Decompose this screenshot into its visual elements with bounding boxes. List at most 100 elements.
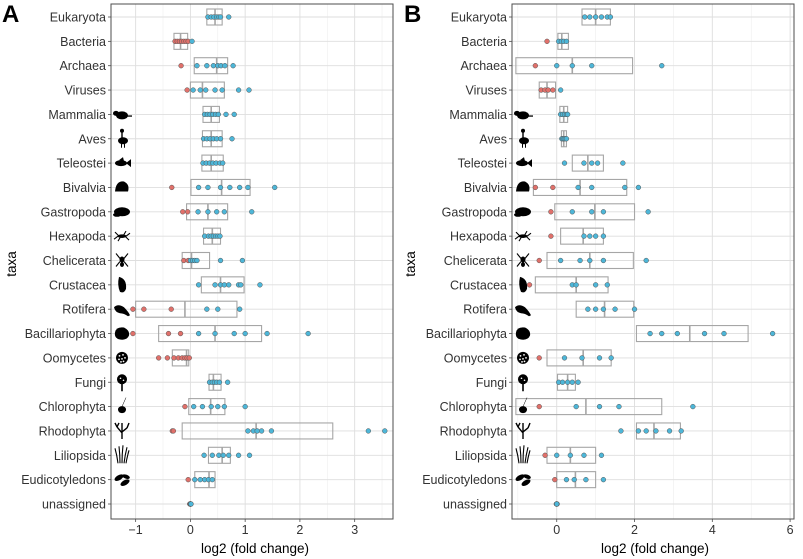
data-point [581,233,587,239]
data-point [600,306,607,312]
data-point [550,184,556,191]
data-point [769,330,776,337]
data-point [596,355,603,361]
data-point [559,379,566,385]
bivalvia-icon [115,181,129,192]
data-point [604,282,610,288]
taxon-label: Rhodophyta [39,424,106,438]
data-point [170,428,177,434]
data-point [192,477,198,483]
panel-a: A Eukaryota Bacteria Archaea Viruses Mammalia… [2,1,394,556]
taxon-row [515,398,696,416]
taxon-row [544,32,570,50]
data-point [217,184,224,191]
data-point [569,63,575,69]
box [181,422,334,440]
data-point [235,87,242,93]
data-point [221,282,227,288]
data-point [545,87,551,93]
data-point [563,136,570,142]
taxon-label: Bacillariophyta [426,327,507,341]
aves-icon [519,128,529,148]
taxon-row [548,227,607,245]
data-point [199,403,206,410]
data-point [618,428,624,434]
data-point [585,306,591,312]
data-point [216,452,222,458]
data-point [209,477,215,483]
data-point [217,136,224,142]
data-point [217,14,224,20]
data-point [239,257,246,264]
taxon-label: Hexapoda [450,230,507,244]
teleostei-icon [115,157,131,168]
data-point [155,355,162,361]
data-point [563,38,570,44]
taxon-label: Bacteria [461,35,507,49]
taxon-label: Chlorophyta [39,400,106,414]
data-point [674,330,680,337]
y-axis-title: taxa [403,251,418,277]
data-point [666,428,673,434]
taxon-label: Aves [78,132,106,146]
data-point [592,306,599,312]
data-point [561,355,568,361]
data-point [532,184,538,191]
data-point [130,306,136,312]
data-point [189,38,195,44]
taxon-row [200,130,235,148]
data-point [246,87,252,93]
data-point [647,330,653,337]
data-point [643,428,649,434]
data-point [643,257,649,264]
data-point [195,184,202,191]
data-point [607,14,614,20]
taxon-row [155,349,192,367]
data-point [554,452,560,458]
taxon-row [181,251,246,270]
taxon-label: Fungi [476,376,507,390]
data-point [592,233,599,239]
panel-b: B Eukaryota Bacteria Archaea Viruses Mammalia… [403,1,795,556]
x-tick-label: 2 [296,523,303,537]
data-point [620,160,626,166]
taxon-row [561,154,626,172]
data-point [577,257,583,264]
data-point [186,355,192,361]
taxon-row [180,203,255,221]
data-point [365,428,372,434]
taxon-label: Archaea [460,59,507,73]
data-point [231,330,237,337]
data-point [272,184,278,191]
box [135,300,238,318]
data-point [168,306,174,312]
data-point [587,14,593,20]
taxon-label: Oomycetes [43,351,106,365]
taxon-row [526,276,610,294]
data-point [589,63,595,69]
data-point [210,63,217,69]
data-point [231,111,237,118]
data-point [532,63,538,69]
data-point [542,452,548,458]
taxon-row [581,8,614,26]
data-point [197,87,203,93]
data-point [237,184,243,191]
data-point [177,330,184,337]
taxon-label: Rotifera [463,303,507,317]
data-point [130,330,136,337]
taxon-row [185,471,216,489]
y-axis-title: taxa [4,251,19,277]
taxon-row [575,300,638,318]
taxon-label: Eukaryota [451,11,507,25]
taxon-label: Eukaryota [50,11,106,25]
fungi-icon [117,374,127,392]
data-point [188,501,194,507]
taxon-label: unassigned [42,498,106,512]
taxon-label: Gastropoda [442,205,507,219]
data-point [264,330,270,337]
data-point [583,477,589,483]
data-point [608,355,614,361]
taxon-row [200,154,226,172]
data-point [203,87,209,93]
